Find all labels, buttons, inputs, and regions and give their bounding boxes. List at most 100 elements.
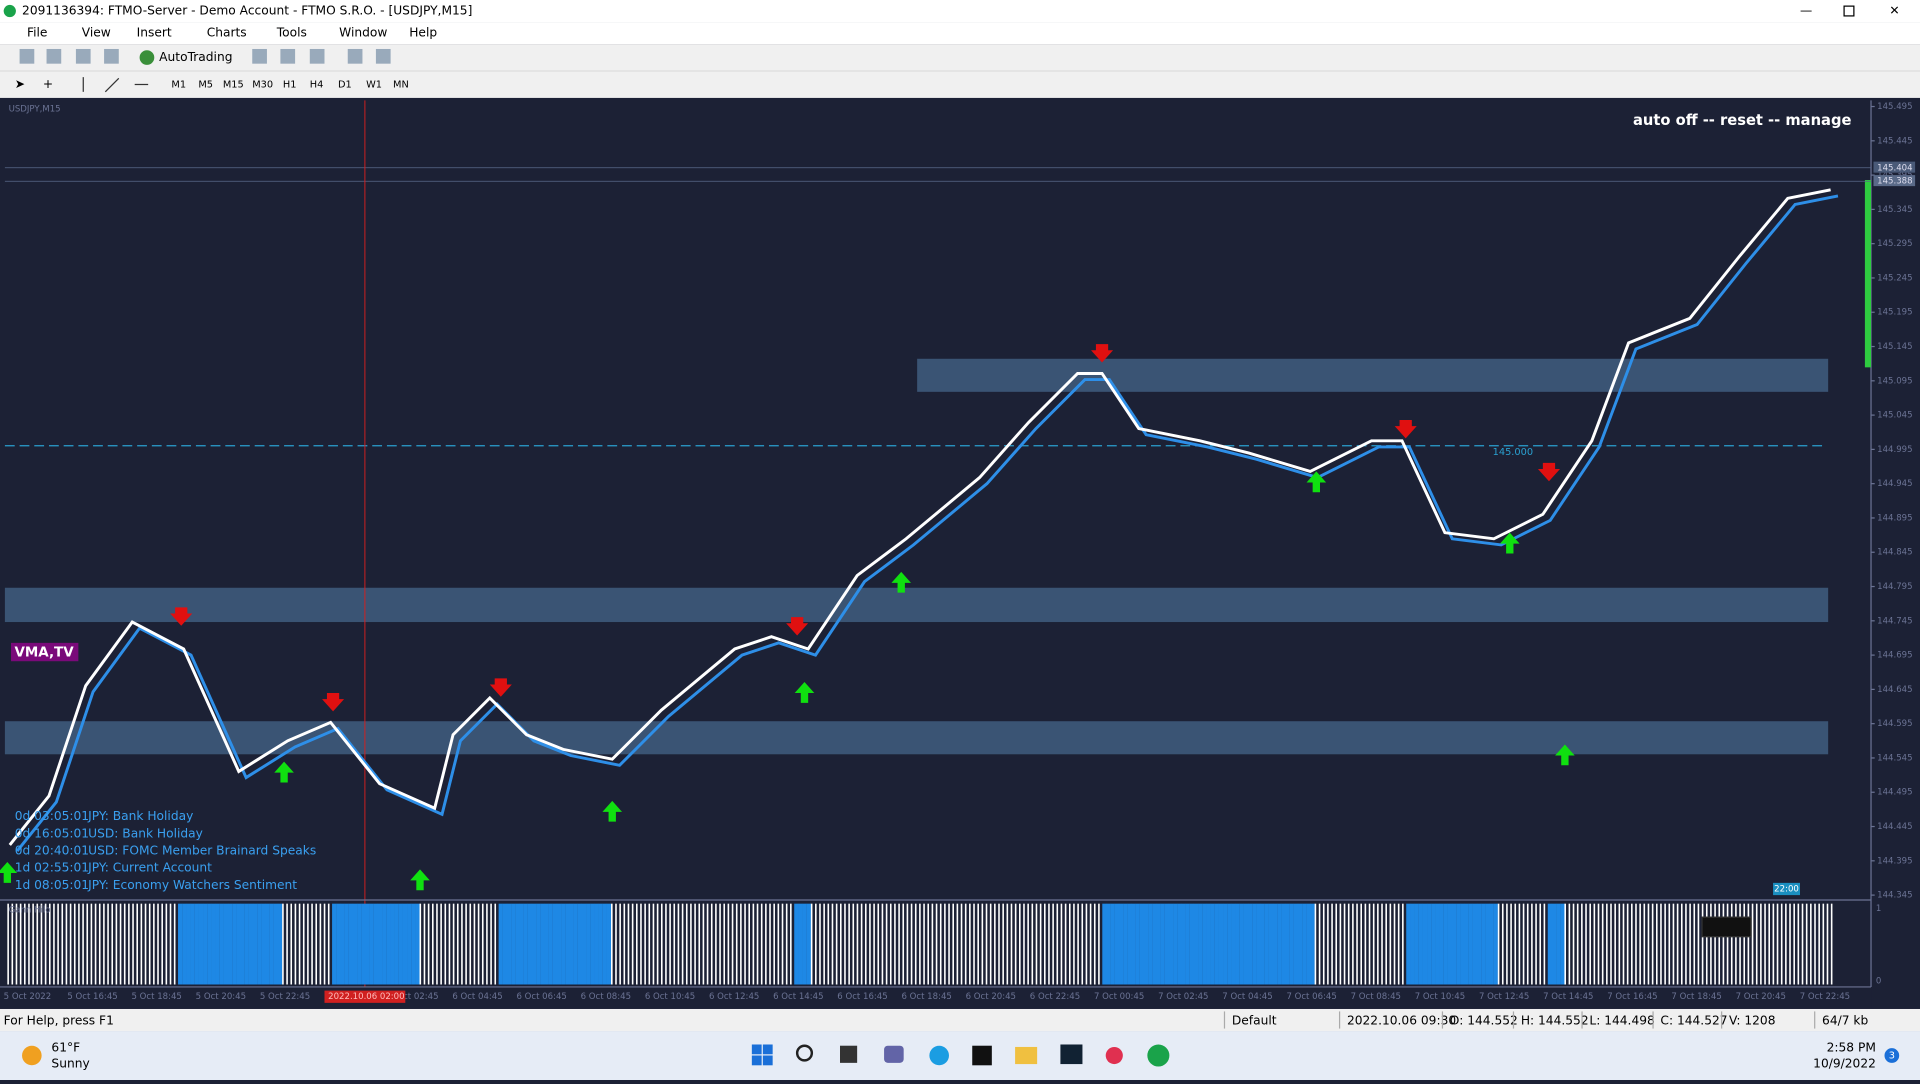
hilo-bar-blue (1264, 903, 1269, 985)
hilo-bar-white (36, 903, 39, 985)
hilo-bar-white (831, 903, 834, 985)
hilo-bar-white (1639, 903, 1641, 985)
hilo-bar-white (465, 903, 467, 985)
time-label: 7 Oct 14:45 (1543, 992, 1593, 1002)
menu-item[interactable]: Tools (276, 26, 307, 40)
hilo-bar-white (1393, 903, 1396, 985)
hilo-bar-blue (232, 903, 237, 985)
status-close: C: 144.527 (1660, 1014, 1727, 1028)
price-axis-label: 144.545 (1877, 753, 1912, 763)
hilo-bar-blue (1156, 903, 1161, 985)
hilo-bar-white (731, 903, 734, 985)
status-volume: V: 1208 (1729, 1014, 1776, 1028)
hilo-bar-white (1497, 903, 1500, 985)
hilo-bar-blue (1560, 903, 1565, 985)
timeframe[interactable]: D1 (338, 79, 352, 90)
hilo-bar-blue (1414, 903, 1419, 985)
hilo-bar-white (998, 903, 1000, 985)
hilo-bar-white (1039, 903, 1042, 985)
menu-item[interactable]: File (27, 26, 47, 40)
hilo-bar-white (1044, 903, 1046, 985)
time-label: 5 Oct 16:45 (67, 992, 117, 1002)
hilo-bar-white (486, 903, 488, 985)
hilo-bar-white (1564, 903, 1566, 985)
trendline-tool[interactable] (104, 77, 120, 93)
minimize[interactable]: — (1800, 4, 1812, 18)
hilo-bar-blue (336, 903, 341, 985)
hilo-bar-white (103, 903, 105, 985)
hilo-bar-white (994, 903, 996, 985)
timeframe[interactable]: W1 (366, 79, 382, 90)
hilo-bar-white (1822, 903, 1825, 985)
hilo-bar-white (1568, 903, 1571, 985)
hilo-bar-blue (382, 903, 387, 985)
timeframe[interactable]: MN (393, 79, 409, 90)
hilo-bar-blue (1272, 903, 1278, 985)
hilo-bar-white (1818, 903, 1820, 985)
hilo-bar-white (1343, 903, 1346, 985)
time-label: 6 Oct 18:45 (901, 992, 951, 1002)
hilo-bar-white (1689, 903, 1691, 985)
time-label: 7 Oct 20:45 (1736, 992, 1786, 1002)
time-label: 5 Oct 18:45 (132, 992, 182, 1002)
hilo-bar-white (1656, 903, 1658, 985)
hilo-bar-white (473, 903, 476, 985)
time-label: 5 Oct 2022 (4, 992, 52, 1002)
maximize[interactable] (1843, 5, 1855, 17)
hilo-bar-white (969, 903, 971, 985)
hilo-bar-white (902, 903, 905, 985)
hilo-bar-white (1002, 903, 1004, 985)
hilo-bar-blue (248, 903, 254, 985)
hilo-bar-blue (527, 903, 533, 985)
price-axis-label: 145.295 (1877, 239, 1912, 249)
time-label: 6 Oct 16:45 (837, 992, 887, 1002)
status-help: For Help, press F1 (4, 1014, 114, 1028)
timeframe[interactable]: H1 (283, 79, 297, 90)
hilo-bar-blue (1160, 903, 1165, 985)
menu-item[interactable]: View (82, 26, 111, 40)
hilo-bar-blue (1277, 903, 1282, 985)
hilo-bar-white (1389, 903, 1392, 985)
hilo-bar-white (282, 903, 284, 985)
hilo-bar-white (1318, 903, 1321, 985)
hilo-bar-white (719, 903, 721, 985)
hilo-bar-blue (211, 903, 216, 985)
close[interactable]: ✕ (1889, 4, 1899, 18)
menu-item[interactable]: Charts (207, 26, 247, 40)
cursor-tool[interactable]: ➤ (15, 77, 25, 91)
hilo-bar-blue (332, 903, 337, 985)
menu-item[interactable]: Window (339, 26, 387, 40)
hilo-bar-white (1052, 903, 1054, 985)
hilo-bar-white (923, 903, 925, 985)
timeframe[interactable]: H4 (310, 79, 324, 90)
clock: 2:58 PM (1827, 1041, 1876, 1055)
autotrading-button[interactable]: AutoTrading (159, 50, 232, 64)
timeframe[interactable]: M1 (171, 79, 186, 90)
time-label: 7 Oct 10:45 (1415, 992, 1465, 1002)
hilo-bar-white (1543, 903, 1546, 985)
price-axis-label: 145.045 (1877, 411, 1912, 421)
taskbar-apps[interactable] (751, 1044, 1170, 1067)
timeframe[interactable]: M30 (252, 79, 273, 90)
hilo-bar-white (1764, 903, 1766, 985)
menu-bar (0, 22, 1920, 45)
hilo-bar-blue (1218, 903, 1224, 985)
hilo-bar-white (165, 903, 168, 985)
hilo-bar-white (702, 903, 705, 985)
hilo-bar-blue (1152, 903, 1157, 985)
timeframe[interactable]: M15 (223, 79, 244, 90)
hilo-bar-white (760, 903, 763, 985)
hilo-bar-blue (506, 903, 512, 985)
hilo-bar-white (1501, 903, 1504, 985)
price-axis-label: 145.095 (1877, 376, 1912, 386)
hilo-bar-blue (502, 903, 508, 985)
price-line (8, 188, 1831, 846)
menu-item[interactable]: Insert (137, 26, 172, 40)
controls[interactable]: auto off -- reset -- manage (1633, 112, 1851, 129)
menu-item[interactable]: Help (409, 26, 437, 40)
timeframe[interactable]: M5 (198, 79, 213, 90)
crosshair-tool[interactable]: + (43, 77, 53, 91)
notification-badge[interactable] (1884, 1048, 1900, 1063)
hilo-bar-white (65, 903, 68, 985)
cursor-time: 2022.10.06 02:00 (328, 992, 404, 1002)
